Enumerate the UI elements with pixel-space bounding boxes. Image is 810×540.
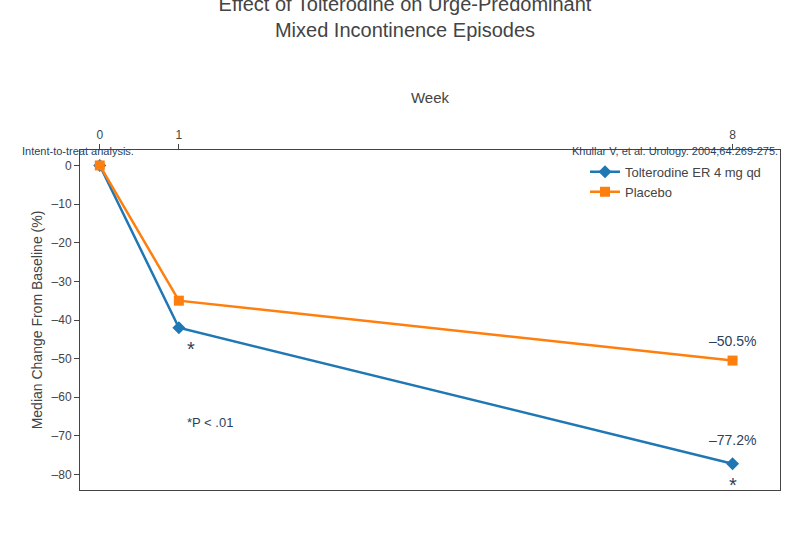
svg-text:*: * [729,474,737,496]
svg-text:0: 0 [96,128,103,142]
svg-text:Khullar V, et al. Urology. 200: Khullar V, et al. Urology. 2004;64:269-2… [572,145,778,157]
svg-text:–40: –40 [52,313,72,327]
svg-text:0: 0 [65,159,72,173]
svg-text:Median Change From Baseline (%: Median Change From Baseline (%) [29,211,45,430]
svg-text:Intent-to-treat analysis.: Intent-to-treat analysis. [22,145,134,157]
svg-text:Week: Week [411,89,450,106]
svg-text:1: 1 [176,128,183,142]
svg-text:–20: –20 [52,236,72,250]
svg-text:Placebo: Placebo [625,185,672,200]
svg-text:–10: –10 [52,197,72,211]
svg-text:–60: –60 [52,390,72,404]
svg-text:Effect of Tolterodine on Urge-: Effect of Tolterodine on Urge-Predominan… [219,0,592,41]
svg-text:–50.5%: –50.5% [709,333,756,349]
svg-text:Tolterodine ER 4 mg qd: Tolterodine ER 4 mg qd [625,165,761,180]
svg-text:–30: –30 [52,275,72,289]
svg-text:–80: –80 [52,468,72,482]
svg-text:8: 8 [729,128,736,142]
svg-text:–50: –50 [52,352,72,366]
svg-text:–70: –70 [52,429,72,443]
svg-text:*: * [187,338,195,360]
svg-text:*P < .01: *P < .01 [187,415,233,430]
svg-text:–77.2%: –77.2% [709,432,756,448]
